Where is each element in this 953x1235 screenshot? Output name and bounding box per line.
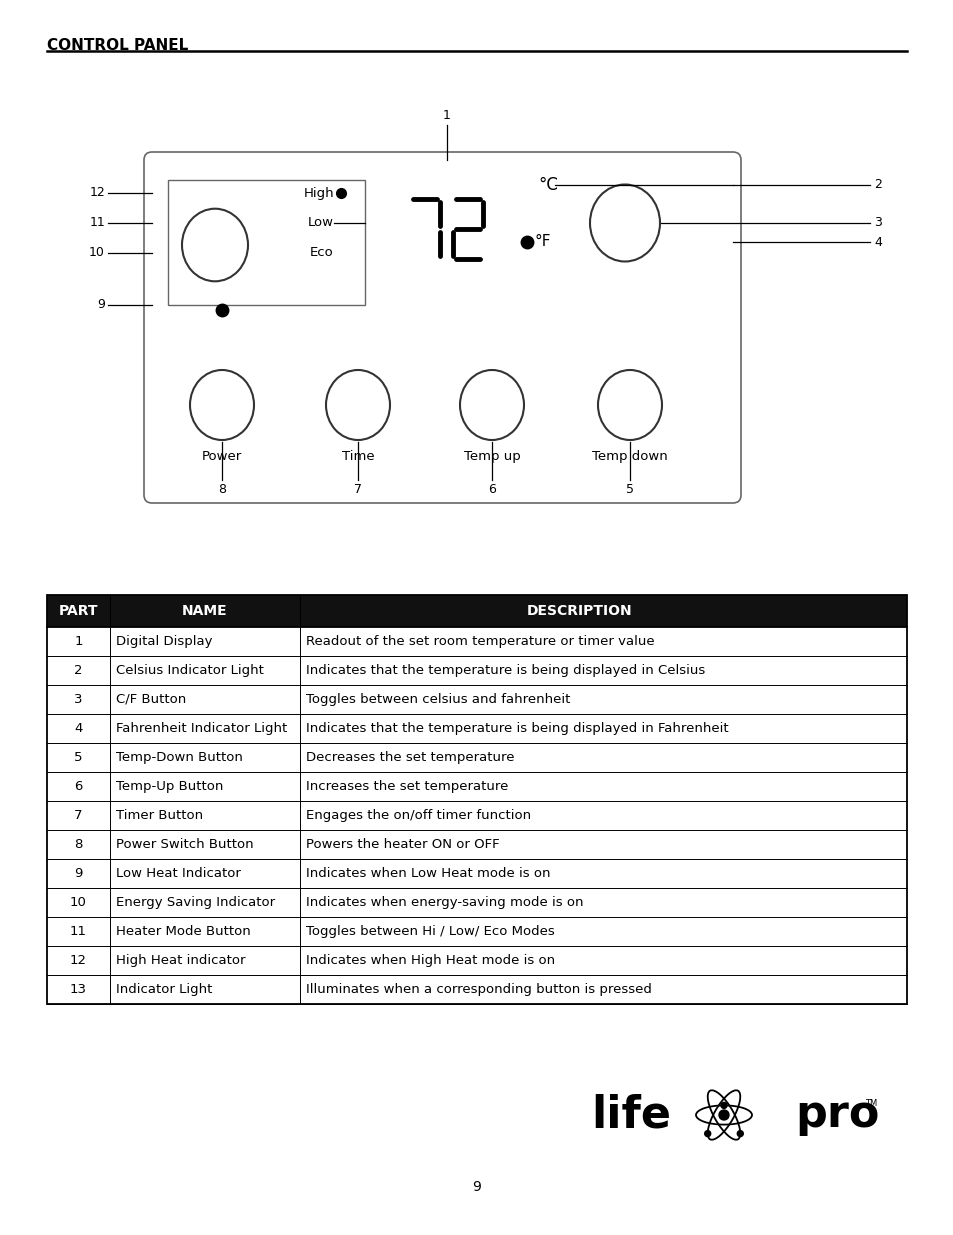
Text: 1: 1	[442, 109, 451, 122]
Text: Timer Button: Timer Button	[116, 809, 203, 823]
Text: 3: 3	[873, 216, 881, 230]
Text: Decreases the set temperature: Decreases the set temperature	[306, 751, 514, 764]
Bar	[47, 802, 906, 830]
Bar	[47, 685, 906, 714]
Text: 12: 12	[90, 186, 105, 200]
Text: High Heat indicator: High Heat indicator	[116, 953, 245, 967]
Circle shape	[704, 1130, 710, 1136]
Text: 13: 13	[70, 983, 87, 995]
Bar	[47, 918, 906, 946]
Text: 10: 10	[89, 247, 105, 259]
Text: 6: 6	[74, 781, 83, 793]
Text: Toggles between celsius and fahrenheit: Toggles between celsius and fahrenheit	[306, 693, 570, 706]
Text: 9: 9	[97, 299, 105, 311]
Text: Increases the set temperature: Increases the set temperature	[306, 781, 508, 793]
Ellipse shape	[326, 370, 390, 440]
Text: NAME: NAME	[182, 604, 228, 618]
Ellipse shape	[190, 370, 253, 440]
Text: Indicates when energy-saving mode is on: Indicates when energy-saving mode is on	[306, 897, 583, 909]
Bar	[47, 888, 906, 918]
Ellipse shape	[598, 370, 661, 440]
Bar	[47, 860, 906, 888]
Circle shape	[719, 1110, 728, 1120]
Text: Illuminates when a corresponding button is pressed: Illuminates when a corresponding button …	[306, 983, 651, 995]
Text: C/F Button: C/F Button	[116, 693, 186, 706]
Text: 5: 5	[625, 483, 634, 496]
Text: PART: PART	[59, 604, 98, 618]
Ellipse shape	[182, 209, 248, 282]
Text: °C: °C	[537, 177, 558, 194]
Text: Indicates that the temperature is being displayed in Fahrenheit: Indicates that the temperature is being …	[306, 722, 728, 735]
Circle shape	[720, 1103, 726, 1108]
Text: Celsius Indicator Light: Celsius Indicator Light	[116, 664, 264, 677]
Text: 4: 4	[74, 722, 83, 735]
Bar	[168, 180, 365, 305]
Text: Time: Time	[341, 450, 374, 463]
Text: 9: 9	[74, 867, 83, 881]
Text: Heater Mode Button: Heater Mode Button	[116, 925, 251, 939]
Bar	[47, 595, 906, 627]
Text: Indicator Light: Indicator Light	[116, 983, 213, 995]
Text: 11: 11	[70, 925, 87, 939]
Ellipse shape	[459, 370, 523, 440]
Text: 7: 7	[74, 809, 83, 823]
Text: Temp up: Temp up	[463, 450, 519, 463]
Text: 9: 9	[472, 1179, 481, 1194]
Text: Low Heat Indicator: Low Heat Indicator	[116, 867, 240, 881]
Text: Toggles between Hi / Low/ Eco Modes: Toggles between Hi / Low/ Eco Modes	[306, 925, 554, 939]
Text: 10: 10	[70, 897, 87, 909]
Text: Eco: Eco	[310, 247, 334, 259]
Text: 2: 2	[74, 664, 83, 677]
Ellipse shape	[589, 184, 659, 262]
Text: °F: °F	[535, 235, 551, 249]
Bar	[47, 772, 906, 802]
Text: Low: Low	[308, 216, 334, 230]
Text: Digital Display: Digital Display	[116, 635, 213, 648]
Text: Indicates that the temperature is being displayed in Celsius: Indicates that the temperature is being …	[306, 664, 704, 677]
Text: 8: 8	[218, 483, 226, 496]
Bar	[47, 974, 906, 1004]
Text: CONTROL PANEL: CONTROL PANEL	[47, 38, 188, 53]
Bar	[47, 656, 906, 685]
Bar	[47, 714, 906, 743]
Text: 7: 7	[354, 483, 361, 496]
Text: Temp-Down Button: Temp-Down Button	[116, 751, 243, 764]
Text: Temp down: Temp down	[592, 450, 667, 463]
Text: Power Switch Button: Power Switch Button	[116, 839, 253, 851]
Text: 6: 6	[488, 483, 496, 496]
Text: Readout of the set room temperature or timer value: Readout of the set room temperature or t…	[306, 635, 654, 648]
Text: 1: 1	[74, 635, 83, 648]
Text: Fahrenheit Indicator Light: Fahrenheit Indicator Light	[116, 722, 287, 735]
Bar	[47, 743, 906, 772]
Bar	[47, 627, 906, 656]
Text: 5: 5	[74, 751, 83, 764]
Text: pro: pro	[794, 1093, 879, 1136]
Text: Indicates when Low Heat mode is on: Indicates when Low Heat mode is on	[306, 867, 550, 881]
Text: Indicates when High Heat mode is on: Indicates when High Heat mode is on	[306, 953, 555, 967]
Circle shape	[737, 1130, 742, 1136]
Text: Energy Saving Indicator: Energy Saving Indicator	[116, 897, 274, 909]
Text: life: life	[590, 1093, 670, 1136]
Bar	[47, 595, 906, 1004]
Text: Temp-Up Button: Temp-Up Button	[116, 781, 223, 793]
Text: 8: 8	[74, 839, 83, 851]
FancyBboxPatch shape	[144, 152, 740, 503]
Bar	[47, 946, 906, 974]
Text: Powers the heater ON or OFF: Powers the heater ON or OFF	[306, 839, 499, 851]
Text: TM: TM	[864, 1098, 877, 1108]
Text: 2: 2	[873, 179, 881, 191]
Text: Power: Power	[202, 450, 242, 463]
Text: Engages the on/off timer function: Engages the on/off timer function	[306, 809, 531, 823]
Bar	[47, 830, 906, 860]
Text: High: High	[303, 186, 334, 200]
Text: 4: 4	[873, 236, 881, 248]
Text: 3: 3	[74, 693, 83, 706]
Text: DESCRIPTION: DESCRIPTION	[527, 604, 632, 618]
Text: 12: 12	[70, 953, 87, 967]
Text: 11: 11	[90, 216, 105, 230]
